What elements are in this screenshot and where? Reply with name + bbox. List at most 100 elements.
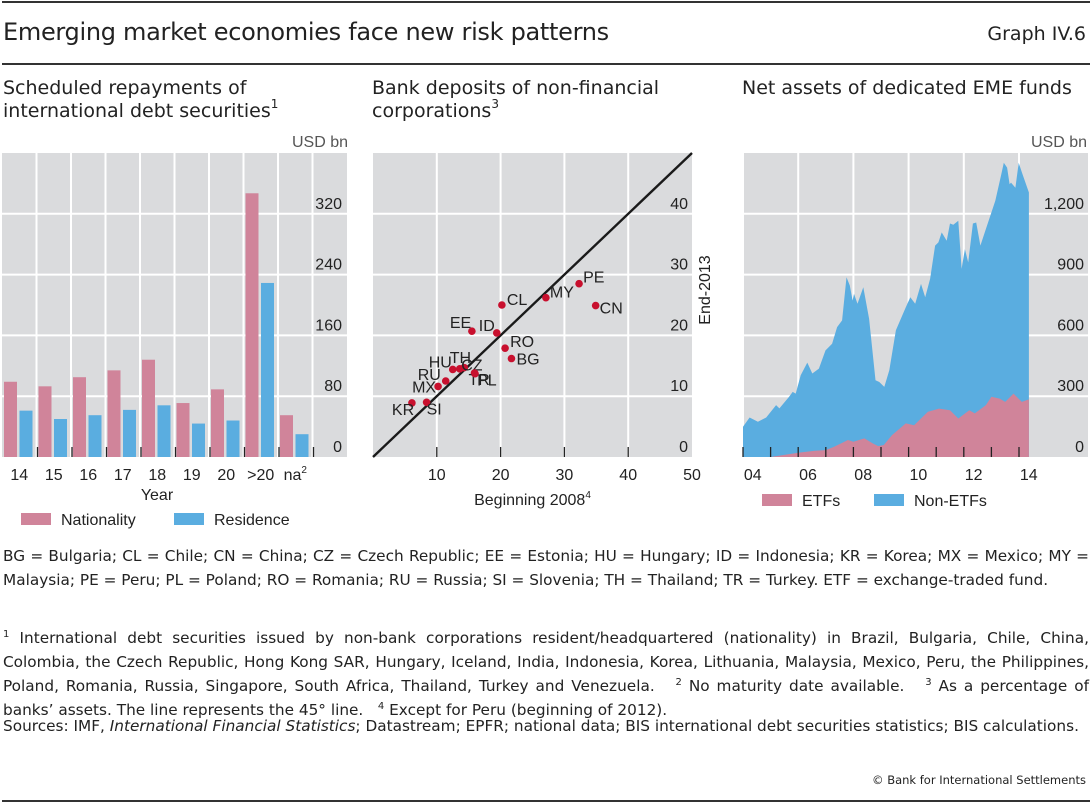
panel-title-deposits: Bank deposits of non-financial corporati… bbox=[372, 77, 659, 123]
unit-label: USD bn bbox=[1031, 134, 1087, 151]
x-tick-label: 30 bbox=[556, 467, 574, 484]
y-tick-label: 40 bbox=[670, 196, 688, 213]
legend-swatch-non-etfs bbox=[874, 494, 904, 506]
point-hu bbox=[448, 365, 457, 374]
x-axis-label: Year bbox=[141, 487, 174, 504]
point-bg bbox=[507, 354, 516, 363]
header-rule bbox=[2, 63, 1090, 65]
bar-nationality bbox=[107, 370, 121, 457]
sources-note: Sources: IMF, International Financial St… bbox=[3, 714, 1089, 738]
x-tick-label: 14 bbox=[10, 467, 28, 484]
y-tick-label: 600 bbox=[1057, 317, 1084, 334]
bar-residence bbox=[192, 423, 205, 457]
bar-nationality bbox=[4, 381, 17, 457]
bar-residence bbox=[261, 282, 274, 457]
footnote-ref: 1 bbox=[270, 97, 279, 111]
point-label: CZ bbox=[461, 358, 483, 375]
y-tick-label: 20 bbox=[670, 317, 688, 334]
panel-title-line2: corporations bbox=[372, 100, 492, 122]
eme-funds-area-chart: USD bn 04 06 08 10 12 14 0 300 600 900 1,200 ETFs N… bbox=[742, 134, 1088, 510]
point-label: HU bbox=[429, 354, 452, 371]
repayments-bar-chart: USD bn 14 15 16 17 18 19 20 >20 na2080160240320 … bbox=[2, 134, 348, 529]
bar-residence bbox=[88, 415, 102, 457]
bar-residence bbox=[226, 420, 240, 457]
point-my bbox=[542, 293, 550, 302]
y-tick-label: 0 bbox=[1075, 439, 1084, 456]
footnote-4: Except for Peru (beginning of 2012). bbox=[389, 701, 668, 719]
y-axis-label: End-2013 bbox=[697, 255, 714, 324]
legend-swatch-residence bbox=[174, 513, 204, 525]
y-tick-label: 0 bbox=[679, 439, 688, 456]
point-ro bbox=[501, 344, 509, 352]
y-tick-label: 240 bbox=[315, 257, 342, 274]
point-cz bbox=[460, 363, 469, 372]
footnote-mark: 2 bbox=[675, 677, 682, 688]
legend-swatch-nationality bbox=[21, 513, 51, 525]
point-label: BG bbox=[516, 352, 539, 369]
reference-45-degree-line bbox=[372, 152, 693, 458]
point-ee bbox=[468, 327, 476, 335]
footnote-ref: 4 bbox=[585, 490, 591, 501]
point-label: RU bbox=[418, 367, 441, 384]
footnote-ref: 3 bbox=[491, 97, 499, 111]
point-label: CL bbox=[507, 292, 528, 309]
bar-residence bbox=[295, 434, 309, 457]
point-mx bbox=[434, 382, 442, 391]
legend-label-nationality: Nationality bbox=[61, 512, 136, 529]
graph-number: Graph IV.6 bbox=[987, 23, 1086, 45]
bar-nationality bbox=[280, 415, 293, 457]
panel-title-line1: Net assets of dedicated EME funds bbox=[742, 77, 1072, 99]
bar-nationality bbox=[211, 389, 224, 457]
point-cn bbox=[591, 301, 600, 310]
point-label: MX bbox=[412, 379, 436, 396]
copyright: © Bank for International Settlements bbox=[872, 773, 1086, 787]
legend-swatch-etfs bbox=[762, 494, 792, 506]
x-tick-label: 14 bbox=[1020, 467, 1038, 484]
point-label: CN bbox=[600, 301, 623, 318]
footnote-mark: 3 bbox=[925, 677, 932, 688]
bar-residence bbox=[19, 410, 33, 457]
footnote-2: No maturity date available. bbox=[688, 677, 905, 695]
footnote-mark: 1 bbox=[3, 629, 10, 640]
point-label: MY bbox=[550, 285, 574, 302]
y-tick-label: 0 bbox=[333, 439, 342, 456]
panel-title-line1: Scheduled repayments of bbox=[3, 77, 247, 99]
panel-title-repayments: Scheduled repayments of international de… bbox=[3, 77, 278, 123]
x-axis-label: Beginning 20084 bbox=[474, 490, 591, 509]
point-label: KR bbox=[392, 402, 414, 419]
sources-prefix: Sources: IMF, bbox=[3, 717, 110, 735]
x-tick-label: 04 bbox=[744, 467, 762, 484]
bar-nationality bbox=[142, 359, 155, 457]
panel-title-eme-funds: Net assets of dedicated EME funds bbox=[742, 77, 1072, 100]
point-pl bbox=[471, 369, 479, 378]
y-tick-label: 10 bbox=[670, 378, 688, 395]
x-tick-label: 20 bbox=[492, 467, 510, 484]
x-tick-label: 12 bbox=[965, 467, 983, 484]
bar-residence bbox=[54, 419, 67, 457]
bar-nationality bbox=[38, 386, 52, 457]
unit-label: USD bn bbox=[292, 134, 348, 151]
x-tick-label: >20 bbox=[247, 467, 274, 484]
y-tick-label: 160 bbox=[315, 317, 342, 334]
point-si bbox=[422, 398, 431, 407]
x-tick-label: 40 bbox=[619, 467, 637, 484]
bar-nationality bbox=[245, 193, 259, 457]
x-tick-label: 10 bbox=[910, 467, 928, 484]
bar-nationality bbox=[73, 377, 86, 457]
footnotes: 1 International debt securities issued b… bbox=[3, 626, 1089, 722]
bar-nationality bbox=[176, 403, 190, 457]
footnote-1: International debt securities issued by … bbox=[3, 629, 1089, 695]
area-etfs bbox=[743, 393, 1029, 457]
panel-title-line2: international debt securities bbox=[3, 100, 271, 122]
legend-label-non-etfs: Non-ETFs bbox=[914, 493, 987, 510]
abbreviations-note: BG = Bulgaria; CL = Chile; CN = China; C… bbox=[3, 547, 1089, 589]
legend-label-etfs: ETFs bbox=[802, 493, 840, 510]
x-tick-label: 16 bbox=[79, 467, 97, 484]
x-tick-label: 17 bbox=[114, 467, 132, 484]
point-cl bbox=[498, 301, 506, 309]
legend: Nationality Residence bbox=[21, 512, 290, 529]
point-ru bbox=[441, 377, 450, 385]
bottom-rule bbox=[2, 800, 1090, 802]
footnote-ref: 2 bbox=[301, 465, 307, 476]
